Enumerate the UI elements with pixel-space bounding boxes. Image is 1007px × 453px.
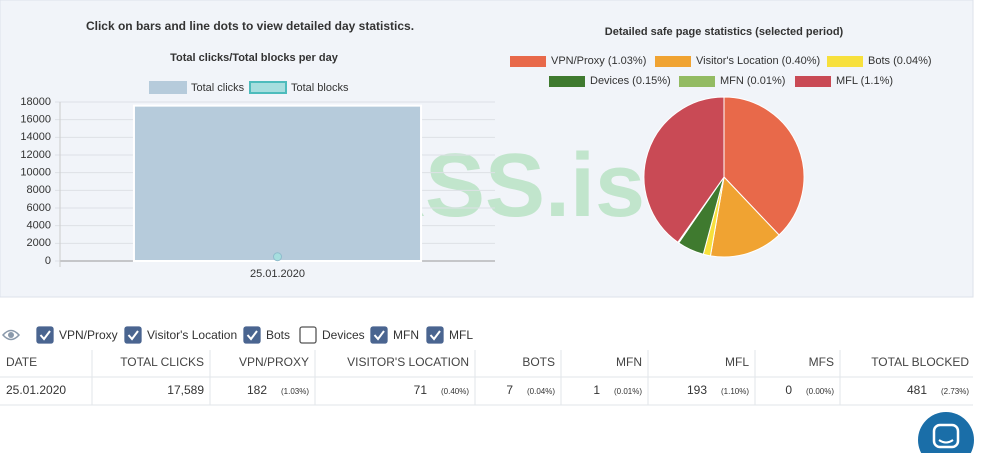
check-mark [39, 330, 51, 341]
legend-label[interactable]: Visitor's Location (0.40%) [696, 55, 820, 67]
legend-label[interactable]: MFL (1.1%) [836, 75, 893, 87]
y-tick-label: 4000 [27, 220, 51, 232]
filter-checkbox[interactable] [124, 326, 142, 344]
cell-pct: (0.04%) [527, 387, 555, 396]
cell-value: 182 [247, 383, 267, 397]
cell-pct: (1.10%) [721, 387, 749, 396]
eye-icon[interactable] [1, 329, 21, 341]
filter-label[interactable]: Visitor's Location [147, 328, 237, 342]
column-header: MFL [725, 355, 749, 369]
cell-value: 193 [687, 383, 707, 397]
y-tick-label: 6000 [27, 202, 51, 214]
y-tick-label: 12000 [20, 149, 51, 161]
chat-button[interactable] [918, 412, 974, 453]
filter-checkbox[interactable] [243, 326, 261, 344]
cell-pct: (1.03%) [281, 387, 309, 396]
legend-label[interactable]: Devices (0.15%) [590, 75, 671, 87]
cell-value: 25.01.2020 [6, 383, 66, 397]
column-header: VISITOR'S LOCATION [347, 355, 469, 369]
legend-label[interactable]: Total clicks [191, 82, 245, 94]
line-dot[interactable] [273, 252, 282, 262]
check-mark [127, 330, 139, 341]
cell-value: 481 [907, 383, 927, 397]
y-tick-label: 14000 [20, 131, 51, 143]
filter-checkbox[interactable] [370, 326, 388, 344]
cell-value: 7 [506, 383, 513, 397]
pie-slice[interactable] [709, 175, 780, 258]
cell-pct: (2.73%) [941, 387, 969, 396]
legend-swatch[interactable] [510, 56, 546, 67]
pie-chart-title: Detailed safe page statistics (selected … [605, 26, 844, 38]
check-mark [246, 330, 258, 341]
filter-label[interactable]: Devices [322, 328, 365, 342]
column-header: TOTAL CLICKS [120, 355, 204, 369]
y-tick-label: 16000 [20, 114, 51, 126]
pie-slice[interactable] [643, 96, 725, 244]
legend-label[interactable]: Total blocks [291, 82, 349, 94]
check-mark [429, 330, 441, 341]
column-header: MFS [809, 355, 834, 369]
column-header: TOTAL BLOCKED [871, 355, 969, 369]
legend-label[interactable]: MFN (0.01%) [720, 75, 785, 87]
legend-swatch[interactable] [827, 56, 863, 67]
instructions: Click on bars and line dots to view deta… [86, 19, 414, 33]
x-tick-label: 25.01.2020 [250, 268, 305, 280]
cell-value: 71 [414, 383, 428, 397]
filter-label[interactable]: MFL [449, 328, 473, 342]
legend-swatch[interactable] [795, 76, 831, 87]
filter-checkbox[interactable] [426, 326, 444, 344]
legend-label[interactable]: Bots (0.04%) [868, 55, 932, 67]
y-tick-label: 18000 [20, 96, 51, 108]
legend-swatch[interactable] [655, 56, 691, 67]
bar[interactable] [132, 104, 423, 263]
cell-value: 17,589 [167, 383, 204, 397]
filter-label[interactable]: Bots [266, 328, 290, 342]
y-tick-label: 10000 [20, 167, 51, 179]
y-tick-label: 0 [45, 255, 51, 267]
filter-checkbox[interactable] [36, 326, 54, 344]
cell-pct: (0.40%) [441, 387, 469, 396]
legend-swatch[interactable] [549, 76, 585, 87]
legend-swatch[interactable] [679, 76, 715, 87]
filter-label[interactable]: MFN [393, 328, 419, 342]
legend-swatch[interactable] [249, 81, 287, 94]
legend-swatch[interactable] [149, 81, 187, 94]
legend-label[interactable]: VPN/Proxy (1.03%) [551, 55, 646, 67]
cell-value: 1 [593, 383, 600, 397]
y-tick-label: 8000 [27, 184, 51, 196]
cell-value: 0 [785, 383, 792, 397]
check-mark [373, 330, 385, 341]
column-header: BOTS [522, 355, 555, 369]
column-header: DATE [6, 355, 37, 369]
filter-label[interactable]: VPN/Proxy [59, 328, 118, 342]
cell-pct: (0.00%) [806, 387, 834, 396]
column-header: MFN [616, 355, 642, 369]
column-header: VPN/PROXY [239, 355, 309, 369]
y-tick-label: 2000 [27, 237, 51, 249]
cell-pct: (0.01%) [614, 387, 642, 396]
pie-slice[interactable] [723, 96, 805, 236]
bar-chart-title: Total clicks/Total blocks per day [170, 52, 339, 64]
filter-checkbox[interactable] [299, 326, 317, 344]
